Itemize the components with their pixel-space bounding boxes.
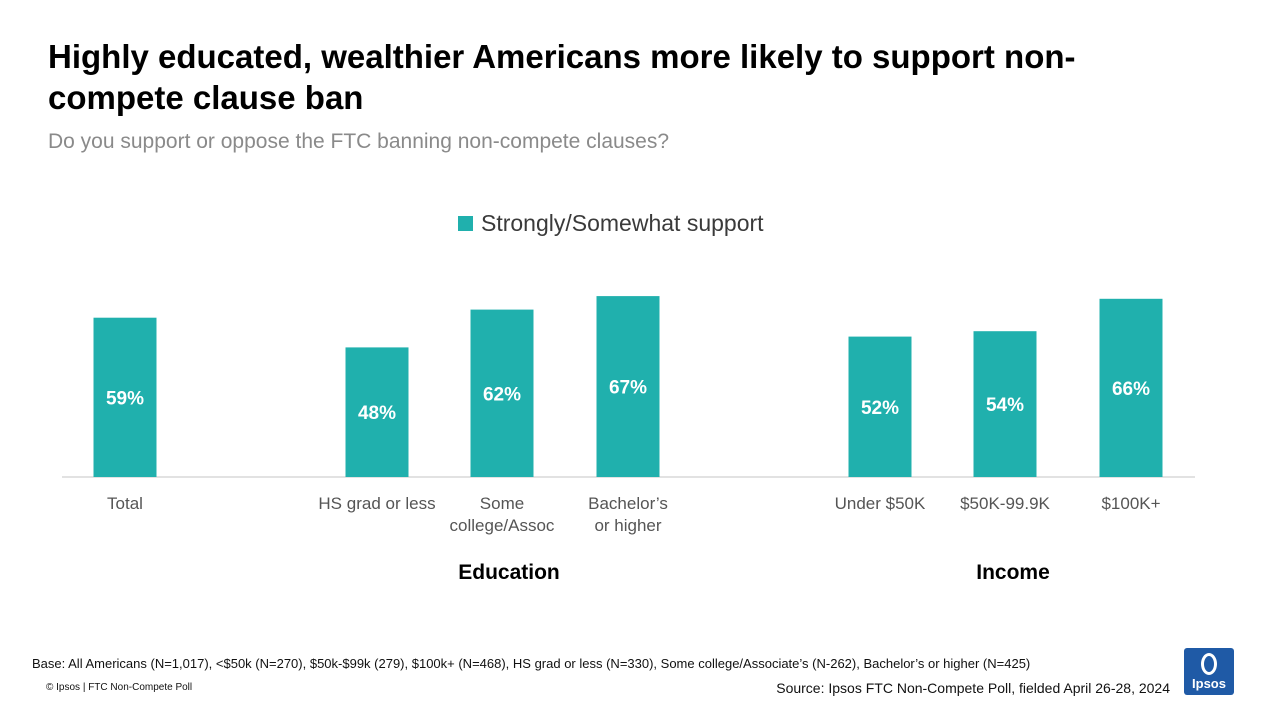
data-label: 67% [609, 378, 647, 399]
bar [973, 331, 1037, 477]
category-tick-label: HS grad or less [318, 494, 435, 513]
bar [470, 309, 534, 477]
ipsos-logo: Ipsos [1184, 648, 1234, 695]
category-tick-label: $100K+ [1101, 494, 1160, 513]
data-label: 48% [358, 403, 396, 424]
bar [345, 347, 409, 477]
bar [1099, 298, 1163, 477]
group-label: Education [458, 561, 560, 584]
footer-source: Source: Ipsos FTC Non-Compete Poll, fiel… [776, 680, 1170, 696]
data-label: 62% [483, 384, 521, 405]
data-label: 66% [1112, 379, 1150, 400]
category-tick-label: Bachelor’s or higher [588, 494, 668, 535]
category-tick-label: Under $50K [835, 494, 926, 513]
legend-label: Strongly/Somewhat support [481, 210, 764, 236]
bar [596, 296, 660, 477]
footer-copyright: © Ipsos | FTC Non-Compete Poll [46, 682, 193, 693]
bar [848, 336, 912, 477]
data-label: 52% [861, 398, 899, 419]
logo-text: Ipsos [1192, 676, 1226, 691]
footer-base-note: Base: All Americans (N=1,017), <$50k (N=… [32, 656, 1031, 671]
legend-swatch [458, 216, 473, 231]
chart-title: Highly educated, wealthier Americans mor… [48, 38, 1076, 116]
legend: Strongly/Somewhat support [458, 210, 764, 237]
category-tick-label: $50K-99.9K [960, 494, 1050, 513]
chart-subtitle: Do you support or oppose the FTC banning… [48, 130, 670, 153]
group-label: Income [976, 561, 1050, 584]
data-label: 54% [986, 395, 1024, 416]
logo-mark-icon [1201, 653, 1217, 675]
data-label: 59% [106, 388, 144, 409]
category-tick-label: Total [107, 494, 143, 513]
bar-chart: 59% Total 48% HS grad or less 62% Some college… [62, 296, 1195, 584]
category-tick-label: Some college/Assoc [450, 494, 555, 535]
bar [93, 317, 157, 477]
